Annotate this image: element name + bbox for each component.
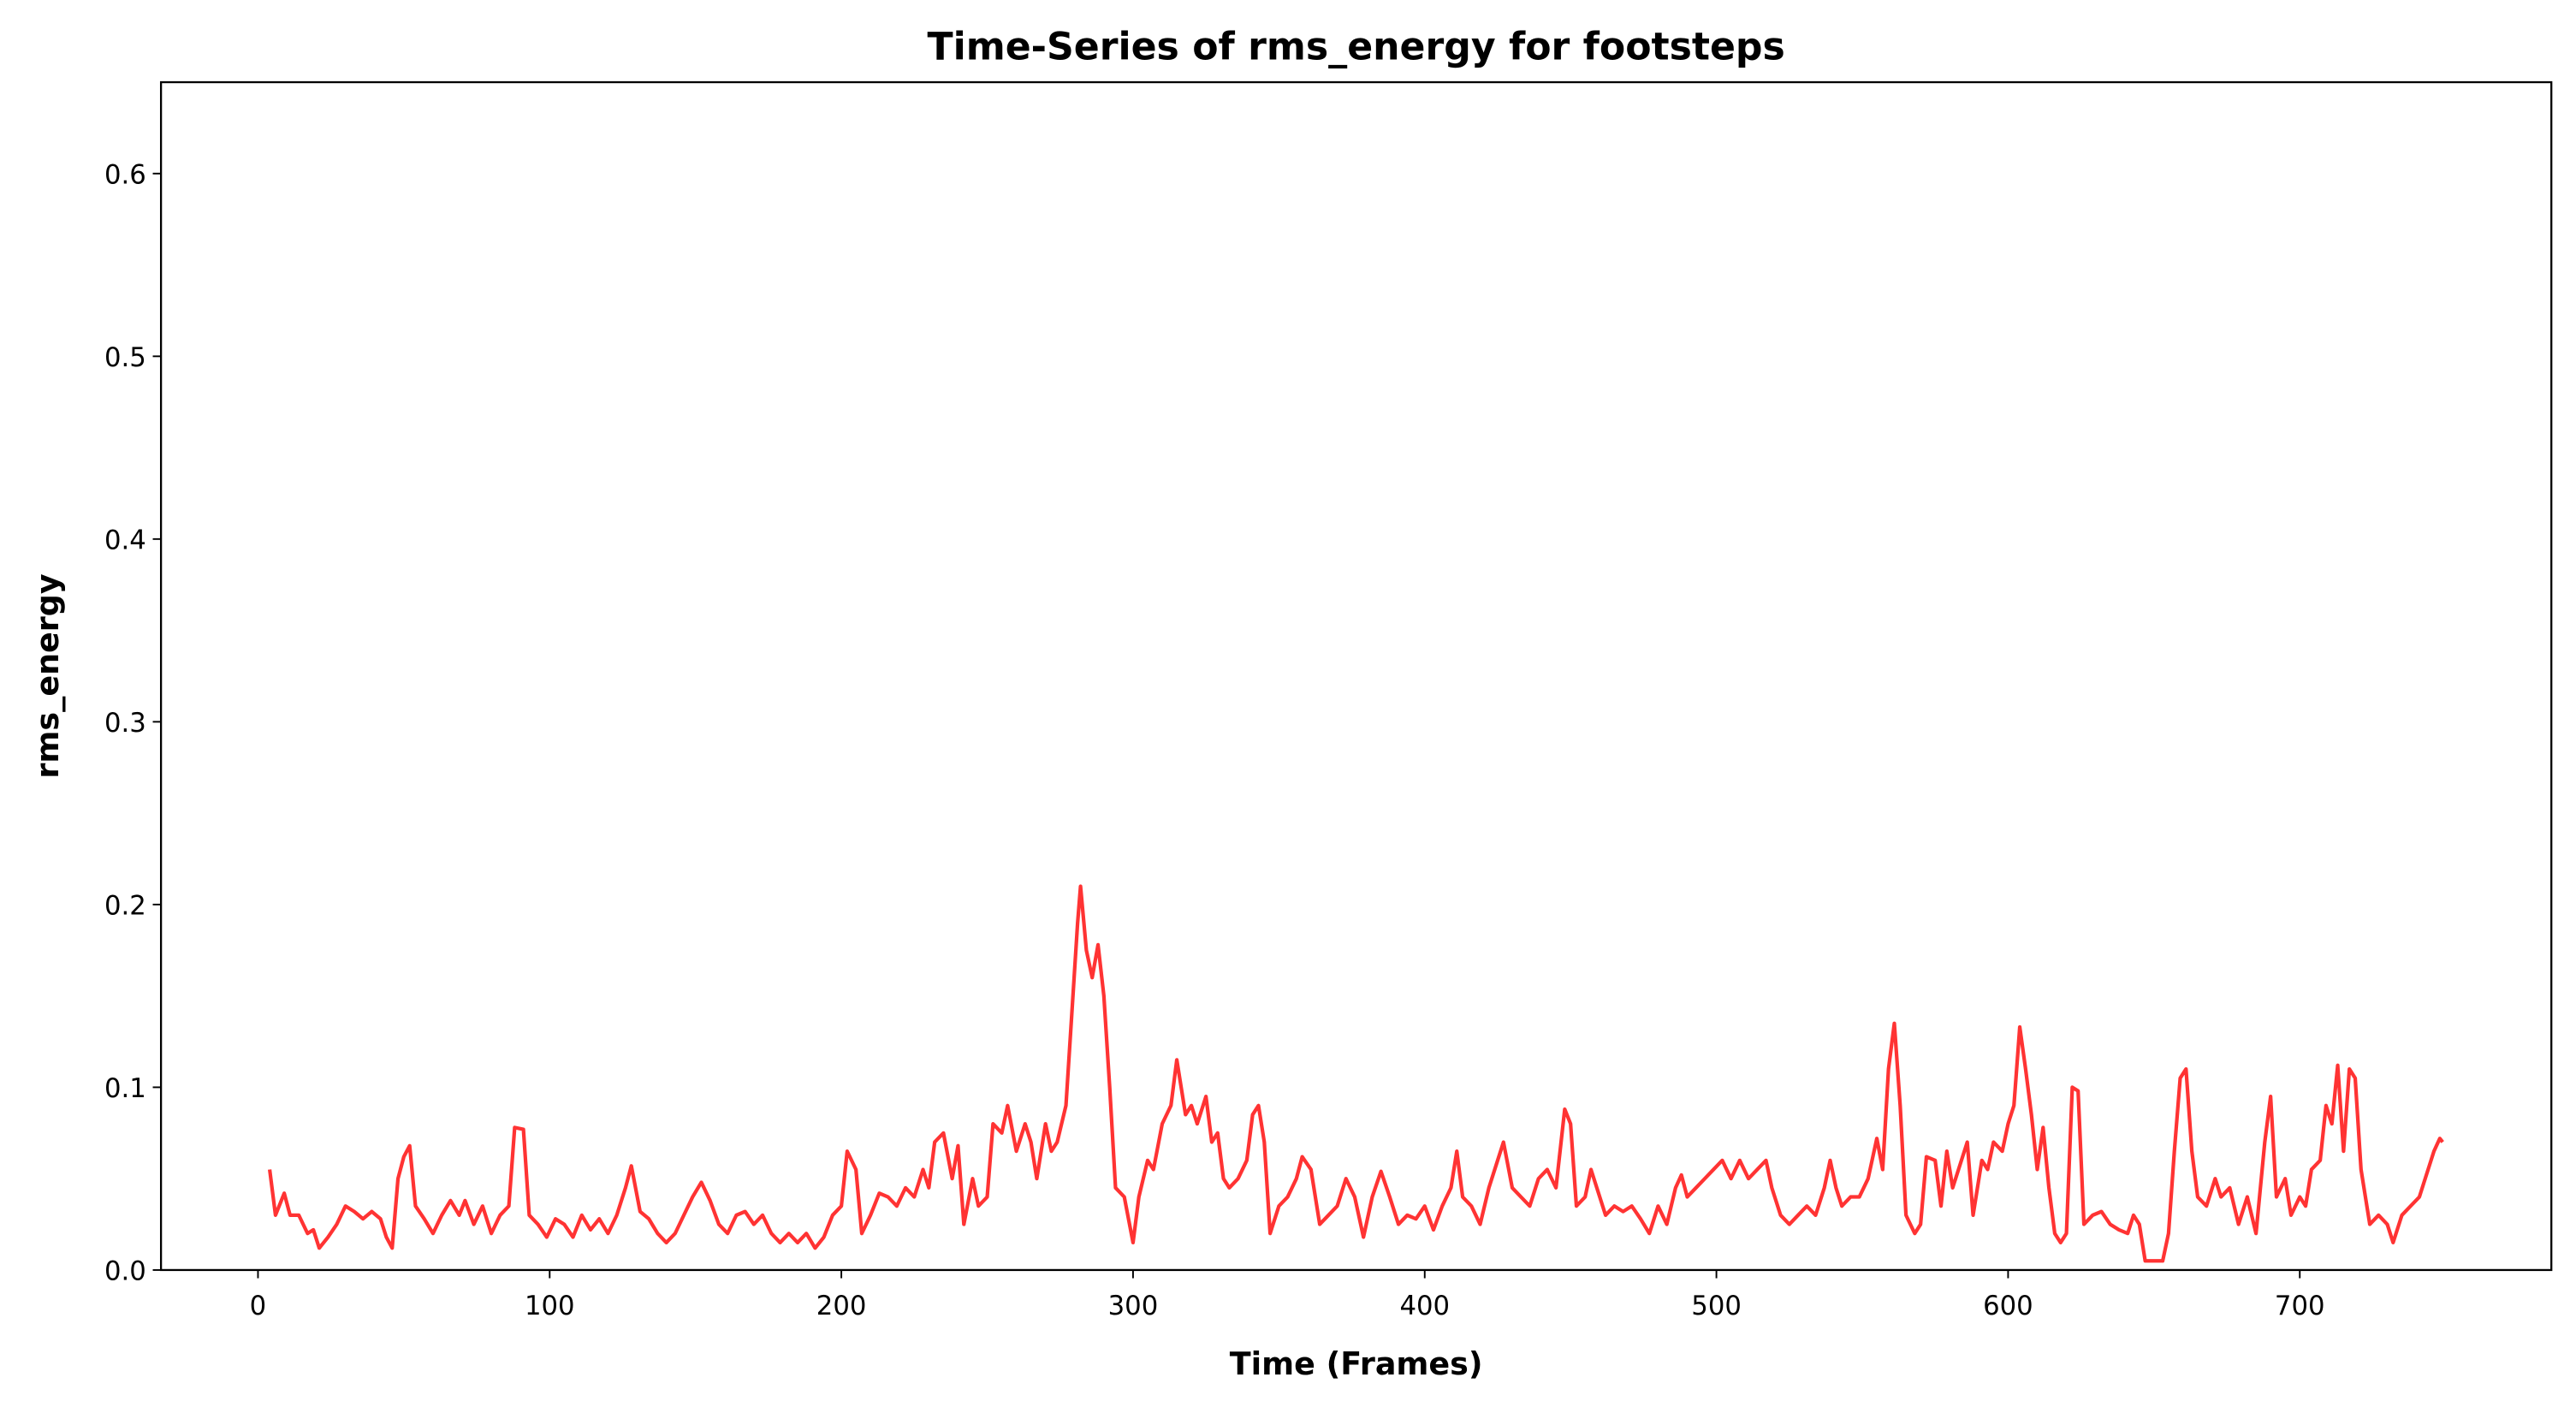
y-tick-label: 0.1 [104, 1073, 146, 1104]
y-axis-label: rms_energy [29, 573, 66, 778]
x-tick-label: 200 [816, 1291, 867, 1321]
y-tick-label: 0.5 [104, 342, 146, 373]
y-tick-label: 0.4 [104, 525, 146, 555]
y-tick-label: 0.3 [104, 708, 146, 739]
data-line [267, 884, 2444, 1263]
x-tick-label: 600 [1983, 1291, 2033, 1321]
y-tick-label: 0.2 [104, 890, 146, 921]
x-tick-label: 100 [525, 1291, 575, 1321]
x-tick-label: 700 [2275, 1291, 2325, 1321]
chart-title: Time-Series of rms_energy for footsteps [928, 26, 1785, 69]
x-tick-label: 400 [1399, 1291, 1450, 1321]
x-axis-label: Time (Frames) [1230, 1345, 1483, 1382]
x-tick-label: 300 [1108, 1291, 1159, 1321]
x-tick-label: 0 [250, 1291, 267, 1321]
plot-frame [159, 80, 2553, 1272]
x-tick-label: 500 [1691, 1291, 1742, 1321]
y-tick-label: 0.6 [104, 159, 146, 190]
y-tick-label: 0.0 [104, 1256, 146, 1286]
